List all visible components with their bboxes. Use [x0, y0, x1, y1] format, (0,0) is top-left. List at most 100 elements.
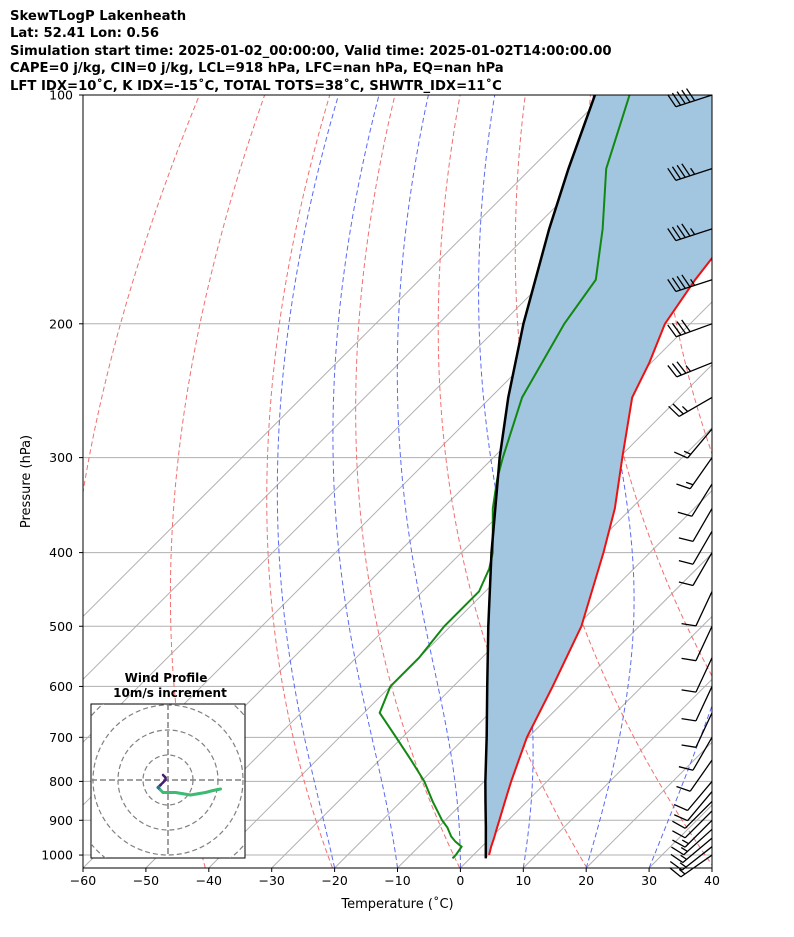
wind-barb-flag [681, 717, 697, 722]
wind-barb-staff [684, 819, 713, 848]
x-tick-label: −10 [384, 873, 410, 888]
wind-barb-flag [681, 163, 691, 177]
wind-barb-flag [667, 365, 678, 378]
wind-barb-flag [671, 166, 682, 180]
wind-barb-flag [674, 814, 688, 822]
wind-barb [678, 736, 713, 771]
x-tick-label: −40 [196, 873, 222, 888]
wind-barb [667, 274, 713, 293]
wind-barb-flag [667, 324, 677, 338]
hodograph-segment [161, 773, 167, 779]
header-indices-2: LFT IDX=10˚C, K IDX=-15˚C, TOTAL TOTS=38… [10, 78, 502, 94]
wind-barb-flag [671, 363, 682, 376]
wind-barb-staff [682, 837, 713, 864]
wind-barb [674, 780, 713, 812]
wind-barb-half-flag [690, 167, 696, 175]
wind-barb-flag [676, 361, 687, 374]
header-title: SkewTLogP Lakenheath [10, 9, 187, 24]
x-tick-label: −60 [70, 873, 96, 888]
isotherm-gridline [775, 95, 794, 868]
wind-barb-staff [695, 591, 713, 627]
wind-barb-staff [692, 736, 713, 771]
wind-barb-staff [675, 168, 713, 182]
wind-barb-flag [681, 89, 691, 103]
wind-barb-staff [684, 800, 713, 829]
wind-barb [671, 828, 713, 856]
wind-barb-flag [671, 277, 682, 291]
y-tick-label: 700 [49, 730, 73, 745]
wind-barb-staff [695, 712, 713, 748]
y-tick-label: 200 [49, 316, 73, 331]
wind-barb [674, 428, 713, 459]
wind-barb [678, 530, 713, 565]
wind-barb-flag [681, 274, 691, 288]
hodograph-subtitle: 10m/s increment [113, 686, 227, 700]
moist-adiabat [648, 704, 712, 868]
wind-barb [676, 759, 713, 792]
wind-barb-staff [695, 686, 713, 722]
wind-barb-half-flag [683, 450, 692, 455]
isotherm-gridline [522, 678, 712, 868]
wind-barb-half-flag [685, 481, 694, 486]
dry-adiabat [266, 95, 333, 868]
wind-barb-staff [683, 828, 713, 856]
wind-barb-flag [678, 537, 694, 543]
wind-barb-flag [676, 275, 686, 289]
wind-barb-flag [677, 511, 693, 517]
y-tick-label: 300 [49, 450, 73, 465]
wind-barb [674, 791, 713, 822]
wind-barb-staff [676, 323, 713, 338]
wind-barb-flag [681, 744, 697, 748]
wind-barb [667, 319, 713, 338]
x-tick-label: 20 [578, 873, 594, 888]
y-tick-label: 900 [49, 813, 73, 828]
wind-barb-flag [671, 322, 682, 336]
dry-adiabat [83, 95, 200, 496]
wind-barb-flag [669, 860, 683, 871]
wind-barb-flag [672, 839, 686, 848]
y-tick-label: 500 [49, 619, 73, 634]
wind-barb [672, 800, 713, 829]
wind-barb-flag [669, 867, 682, 878]
wind-barb-half-flag [678, 868, 686, 875]
x-tick-label: 10 [515, 873, 531, 888]
moist-adiabat [332, 95, 398, 868]
x-tick-label: −30 [259, 873, 285, 888]
wind-barb-staff [675, 279, 713, 293]
y-tick-label: 800 [49, 774, 73, 789]
hodograph-title: Wind Profile [125, 671, 208, 685]
wind-barb [681, 712, 713, 748]
wind-barb-half-flag [685, 365, 692, 372]
wind-barb-half-flag [680, 847, 688, 852]
isotherm-gridline [711, 867, 712, 868]
x-tick-label: 30 [641, 873, 657, 888]
wind-barb-flag [670, 853, 684, 864]
dry-adiabat [355, 95, 461, 868]
wind-barb [678, 552, 713, 587]
wind-barb-flag [676, 91, 686, 105]
wind-barb-flag [678, 560, 694, 565]
isotherm-gridline [271, 426, 712, 868]
wind-barb [677, 483, 713, 517]
wind-barb-staff [687, 428, 713, 459]
wind-barb-staff [676, 362, 713, 378]
wind-barb [681, 657, 713, 693]
cape-cin-shading [485, 95, 712, 859]
x-tick-label: −20 [321, 873, 347, 888]
wind-barb-flag [678, 766, 694, 771]
wind-barb-flag [667, 167, 677, 181]
wind-barb-flag [681, 657, 697, 662]
isotherm-gridline [83, 95, 605, 618]
header-times: Simulation start time: 2025-01-02_00:00:… [10, 43, 612, 59]
wind-barb [678, 508, 713, 543]
wind-barb [667, 223, 713, 242]
wind-barb [668, 396, 713, 418]
y-tick-label: 600 [49, 679, 73, 694]
wind-barb [681, 591, 713, 627]
wind-barb-staff [691, 483, 713, 517]
wind-barb [667, 163, 713, 182]
wind-barb [681, 625, 713, 662]
wind-barb-staff [678, 396, 713, 418]
wind-barb-half-flag [681, 405, 689, 412]
wind-barb-staff [680, 854, 713, 878]
